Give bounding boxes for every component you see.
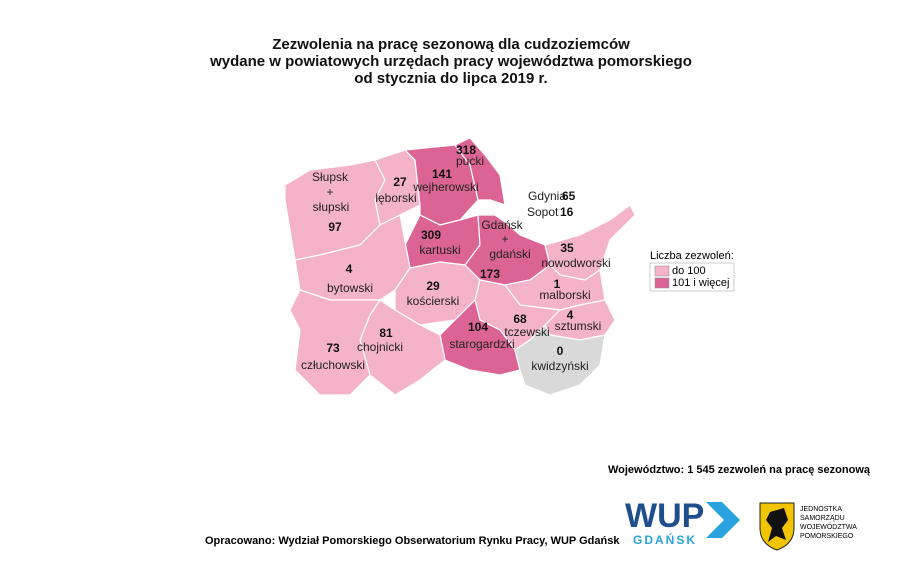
logo-subtext: GDAŃSK xyxy=(633,532,697,547)
title: od stycznia do lipca 2019 r. xyxy=(354,70,547,87)
legend-title: Liczba zezwoleń: xyxy=(650,250,734,262)
region-value: 4 xyxy=(567,308,574,322)
region-name: Gdańsk xyxy=(481,218,523,232)
emblem-text: JEDNOSTKA xyxy=(800,506,842,513)
region-value: 104 xyxy=(468,320,488,334)
legend-label: do 100 xyxy=(672,265,706,277)
region-name: bytowski xyxy=(327,281,373,295)
region-name: sztumski xyxy=(555,319,602,333)
emblem-text: SAMORZĄDU xyxy=(800,515,845,522)
legend: Liczba zezwoleń: do 100 101 i więcej xyxy=(649,250,735,292)
region-value: 35 xyxy=(560,241,574,255)
region-value: 29 xyxy=(426,279,440,293)
region-name: malborski xyxy=(539,288,590,302)
region-area xyxy=(514,323,606,396)
region-name: lęborski xyxy=(375,191,416,205)
region-name: słupski xyxy=(313,200,350,214)
region-area xyxy=(289,289,382,396)
source: Opracowano: Wydział Pomorskiego Obserwat… xyxy=(205,535,620,547)
legend-swatch xyxy=(654,265,670,277)
region-name: + xyxy=(326,185,333,199)
region-name: + xyxy=(501,232,508,246)
region-value: 16 xyxy=(560,205,574,219)
region-name: Gdynia xyxy=(528,189,566,203)
region-name: kartuski xyxy=(419,243,460,257)
region-value: 1 xyxy=(554,277,561,291)
region-value: 27 xyxy=(393,175,407,189)
region-name: człuchowski xyxy=(301,358,365,372)
region-name: tczewski xyxy=(504,325,549,339)
region-name: Słupsk xyxy=(312,170,349,184)
griffin xyxy=(766,508,788,542)
region-value: 68 xyxy=(513,312,527,326)
legend-label: 101 i więcej xyxy=(672,277,729,289)
title: wydane w powiatowych urzędach pracy woje… xyxy=(209,53,692,70)
region-name: wejherowski xyxy=(412,180,478,194)
emblem-text: WOJEWÓDZTWA xyxy=(800,522,857,531)
region-name: kościerski xyxy=(407,294,460,308)
region-value: 65 xyxy=(562,189,576,203)
legend-swatch xyxy=(654,277,670,289)
region-value: 141 xyxy=(432,167,452,181)
emblem-text: POMORSKIEGO xyxy=(800,533,854,540)
region-name: nowodworski xyxy=(541,256,610,270)
summary: Województwo: 1 545 zezwoleń na pracę sez… xyxy=(608,464,871,476)
region-value: 4 xyxy=(346,262,353,276)
emblem: JEDNOSTKA SAMORZĄDU WOJEWÓDZTWA POMORSKI… xyxy=(759,502,857,551)
region-value: 0 xyxy=(557,344,564,358)
region-value: 73 xyxy=(326,341,340,355)
region-name: gdański xyxy=(489,247,530,261)
region-value: 318 xyxy=(456,143,476,157)
region-value: 309 xyxy=(421,228,441,242)
region-value: 97 xyxy=(328,220,342,234)
region-name: starogardzki xyxy=(449,337,514,351)
region-value: 173 xyxy=(480,267,500,281)
logo-text: WUP xyxy=(625,497,704,535)
map xyxy=(284,137,636,396)
logo-chevron xyxy=(706,502,740,538)
region-name: kwidzyński xyxy=(531,359,588,373)
title: Zezwolenia na pracę sezonową dla cudzozi… xyxy=(272,36,630,53)
legend-box xyxy=(649,262,735,292)
region-name: Sopot xyxy=(527,205,559,219)
region-name: pucki xyxy=(456,154,484,168)
wup-logo: WUP GDAŃSK xyxy=(625,497,740,547)
region-value: 81 xyxy=(379,326,393,340)
region-name: chojnicki xyxy=(357,340,403,354)
